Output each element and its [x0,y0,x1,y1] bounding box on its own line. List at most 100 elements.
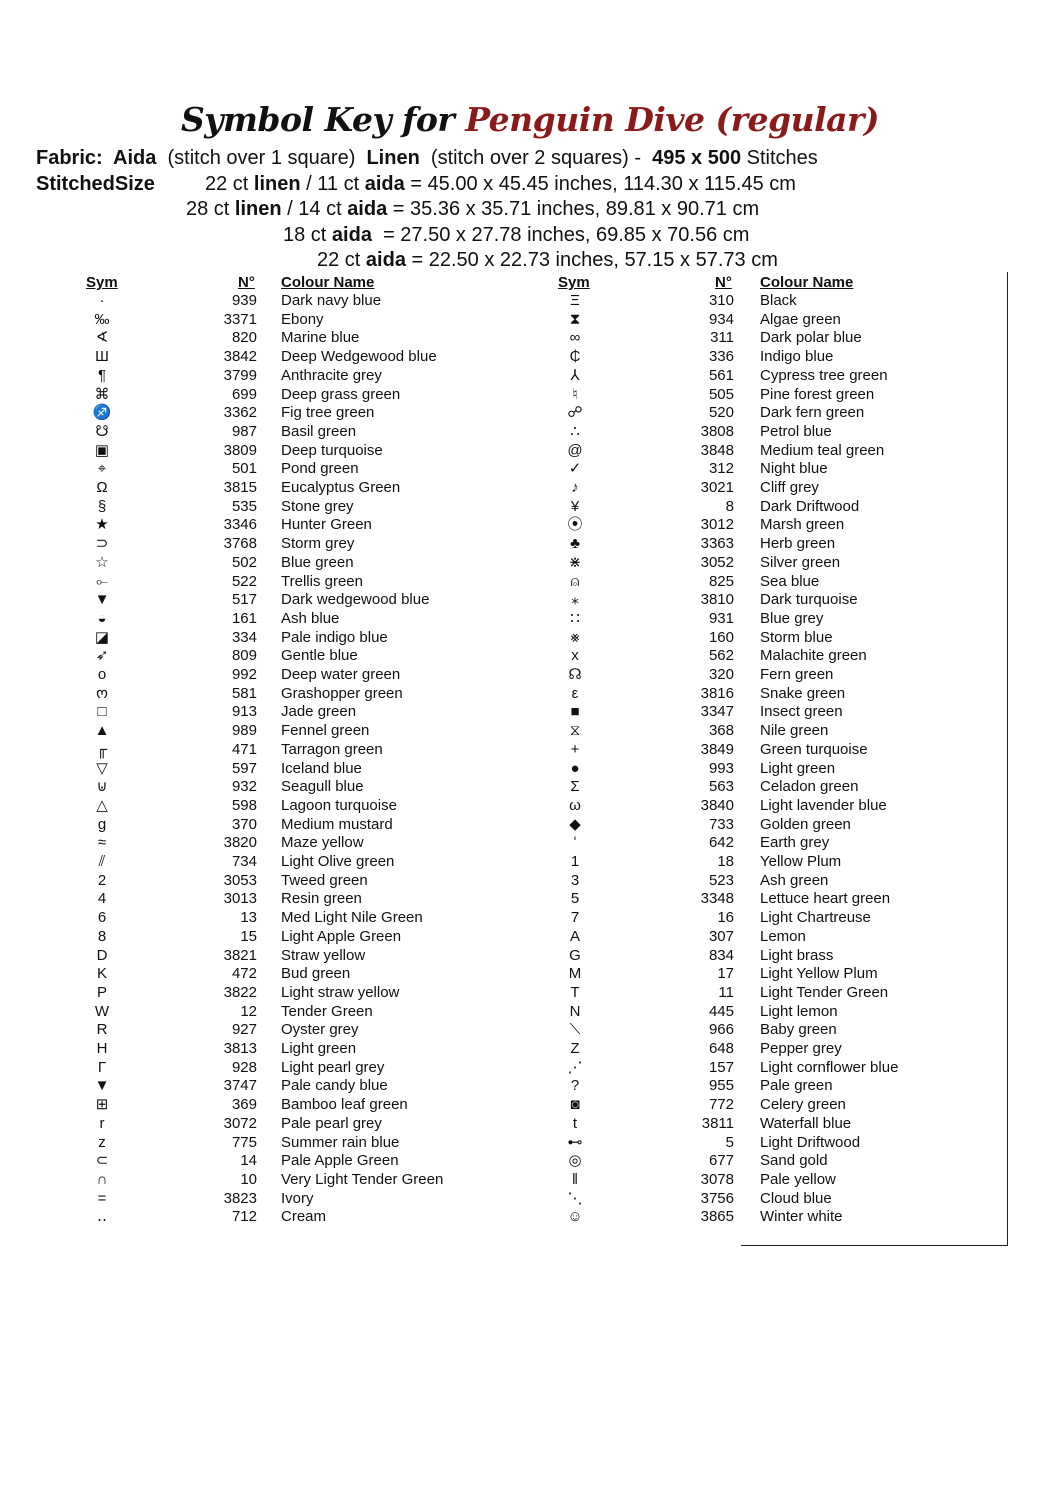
info-text: 22 ct [317,249,366,271]
thread-number: 311 [710,329,734,347]
thread-number: 772 [708,1096,734,1114]
info-text: Stitches [741,147,818,169]
symbol-glyph: ⌖ [97,460,107,478]
colour-name: Malachite green [760,647,867,665]
info-text: aida [331,224,372,246]
thread-number: 642 [708,834,734,852]
header-name-left: Colour Name [281,274,375,291]
colour-name: Cliff grey [760,479,819,496]
symbol-glyph: ≈ [97,834,107,852]
colour-name: Pond green [281,460,359,478]
colour-name: Green turquoise [760,740,868,758]
thread-number: 820 [231,329,257,347]
symbol-glyph: ¶ [97,366,107,384]
symbol-glyph: r [99,1114,105,1132]
thread-number: 934 [708,310,734,328]
symbol-glyph: H [96,1040,108,1057]
info-text: = 22.50 x 22.73 inches, 57.15 x 57.73 cm [405,249,778,271]
thread-number: 157 [708,1058,734,1076]
colour-name: Baby green [760,1021,837,1039]
symbol-glyph: ⊍ [96,778,108,796]
symbol-glyph: g [97,815,107,833]
thread-number: 561 [708,366,734,384]
thread-number: 992 [231,666,257,683]
symbol-glyph: ∞ [569,329,581,347]
colour-name: Tender Green [281,1002,373,1020]
colour-name: Pine forest green [760,385,875,403]
thread-number: 775 [231,1133,257,1151]
symbol-glyph: ω [569,796,581,814]
thread-number: 3849 [700,740,734,758]
thread-number: 3816 [700,684,734,702]
colour-name: Light brass [760,946,834,964]
symbol-glyph: ♣ [570,535,580,553]
thread-number: 17 [717,965,734,983]
symbol-glyph: ‰ [94,310,110,328]
colour-name: Silver green [760,553,841,571]
thread-number: 12 [240,1002,257,1020]
colour-name: Straw yellow [281,946,366,964]
symbol-glyph: ◪ [94,628,110,646]
colour-name: Dark turquoise [760,591,858,609]
colour-name: Herb green [760,535,836,553]
symbol-glyph: M [568,965,582,983]
thread-number: 535 [231,497,257,515]
thread-number: 989 [231,722,257,740]
colour-name: Anthracite grey [281,366,382,384]
colour-name: Gentle blue [281,647,358,665]
colour-name: Deep Wedgewood blue [281,348,437,366]
info-text: linen [253,173,301,195]
symbol-glyph: Γ [97,1058,107,1076]
thread-number: 520 [708,404,734,422]
thread-number: 3865 [700,1208,734,1226]
symbol-glyph: N [569,1002,581,1020]
colour-name: Light Chartreuse [760,909,871,927]
symbol-glyph: ? [570,1077,580,1095]
thread-number: 3768 [223,535,257,553]
symbol-glyph: ∢ [95,329,109,347]
thread-number: 3811 [701,1114,734,1132]
symbol-glyph: ♐ [92,404,112,422]
thread-number: 336 [708,348,734,366]
colour-name: Ebony [281,310,324,328]
symbol-glyph: Ω [96,479,108,496]
pattern-name: Penguin Dive (regular) [465,100,880,139]
thread-number: 3822 [223,983,257,1001]
thread-number: 931 [708,609,734,627]
symbol-glyph: ☊ [568,666,582,683]
thread-number: 913 [231,703,257,721]
colour-name: Dark Driftwood [760,497,860,515]
symbol-glyph: § [97,497,107,515]
thread-number: 3815 [223,479,257,496]
colour-name: Deep water green [281,666,401,683]
colour-name: Pale green [760,1077,833,1095]
colour-name: Deep turquoise [281,441,383,459]
symbol-glyph: ∩ [96,1170,108,1188]
symbol-glyph: ⊷ [567,1133,583,1151]
colour-name: Light green [760,759,836,777]
thread-number: 809 [231,647,257,665]
thread-number: 677 [708,1152,734,1170]
thread-number: 927 [231,1021,257,1039]
colour-name: Basil green [281,422,357,440]
size-line: 28 ct linen / 14 ct aida = 35.36 x 35.71… [186,197,759,221]
thread-number: 15 [240,927,257,945]
fabric-line: Fabric: Aida (stitch over 1 square) Line… [36,146,818,170]
symbol-glyph: ʻ [573,834,577,852]
header-sym-left: Sym [86,274,118,291]
colour-name: Algae green [760,310,841,328]
colour-name: Very Light Tender Green [281,1170,444,1188]
colour-name: Fennel green [281,722,370,740]
colour-name: Cloud blue [760,1189,832,1207]
symbol-glyph: ▲ [94,722,110,740]
symbol-glyph: o [97,666,107,683]
thread-number: 3820 [223,834,257,852]
colour-name: Light cornflower blue [760,1058,899,1076]
info-text: 28 ct [186,198,235,220]
colour-name: Marsh green [760,516,845,534]
colour-name: Black [760,292,797,309]
colour-name: Pepper grey [760,1040,842,1057]
symbol-glyph: ▣ [94,441,110,459]
symbol-glyph: ⍝ [570,572,580,590]
symbol-glyph: 4 [97,890,107,908]
